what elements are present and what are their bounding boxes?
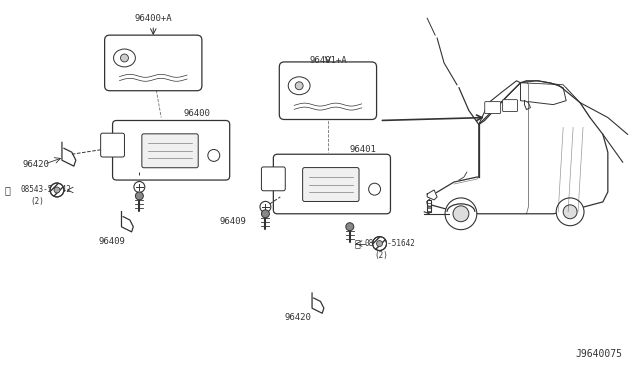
Text: Ⓢ: Ⓢ: [4, 185, 10, 195]
FancyBboxPatch shape: [303, 167, 359, 202]
FancyBboxPatch shape: [273, 154, 390, 214]
Polygon shape: [524, 101, 531, 110]
Text: (2): (2): [30, 198, 44, 206]
Polygon shape: [479, 81, 520, 125]
Text: 96409: 96409: [220, 217, 246, 226]
Circle shape: [556, 198, 584, 226]
Text: 08543-51642: 08543-51642: [365, 239, 415, 248]
FancyBboxPatch shape: [113, 121, 230, 180]
FancyBboxPatch shape: [100, 133, 124, 157]
Text: 96401: 96401: [350, 145, 377, 154]
Polygon shape: [520, 81, 566, 105]
Polygon shape: [427, 190, 437, 200]
Circle shape: [136, 192, 143, 200]
Text: Ⓢ: Ⓢ: [355, 238, 360, 248]
Circle shape: [369, 183, 381, 195]
Text: 96400: 96400: [183, 109, 210, 118]
FancyBboxPatch shape: [502, 100, 518, 112]
Circle shape: [134, 182, 145, 192]
Circle shape: [208, 150, 220, 161]
Polygon shape: [427, 81, 608, 214]
Text: 96420: 96420: [285, 313, 312, 322]
Circle shape: [445, 198, 477, 230]
FancyBboxPatch shape: [279, 62, 376, 119]
Circle shape: [120, 54, 129, 62]
Text: 08543-51642: 08543-51642: [20, 186, 71, 195]
Circle shape: [372, 237, 387, 250]
FancyBboxPatch shape: [104, 35, 202, 91]
Text: (2): (2): [374, 251, 388, 260]
Text: ∞: ∞: [426, 204, 432, 210]
Text: 96420: 96420: [22, 160, 49, 169]
Circle shape: [346, 223, 354, 231]
Circle shape: [376, 241, 383, 247]
Polygon shape: [427, 200, 431, 212]
Text: J9640075: J9640075: [576, 349, 623, 359]
Ellipse shape: [288, 77, 310, 95]
Circle shape: [563, 205, 577, 219]
Circle shape: [262, 210, 269, 218]
Text: 96401+A: 96401+A: [309, 56, 347, 65]
FancyBboxPatch shape: [262, 167, 285, 191]
Ellipse shape: [113, 49, 136, 67]
Circle shape: [54, 187, 60, 193]
Text: 96400+A: 96400+A: [134, 14, 172, 23]
Circle shape: [260, 201, 271, 212]
FancyBboxPatch shape: [142, 134, 198, 168]
Circle shape: [295, 82, 303, 90]
Circle shape: [50, 183, 64, 197]
Circle shape: [453, 206, 469, 222]
FancyBboxPatch shape: [484, 102, 500, 113]
Text: 96409: 96409: [98, 237, 125, 246]
